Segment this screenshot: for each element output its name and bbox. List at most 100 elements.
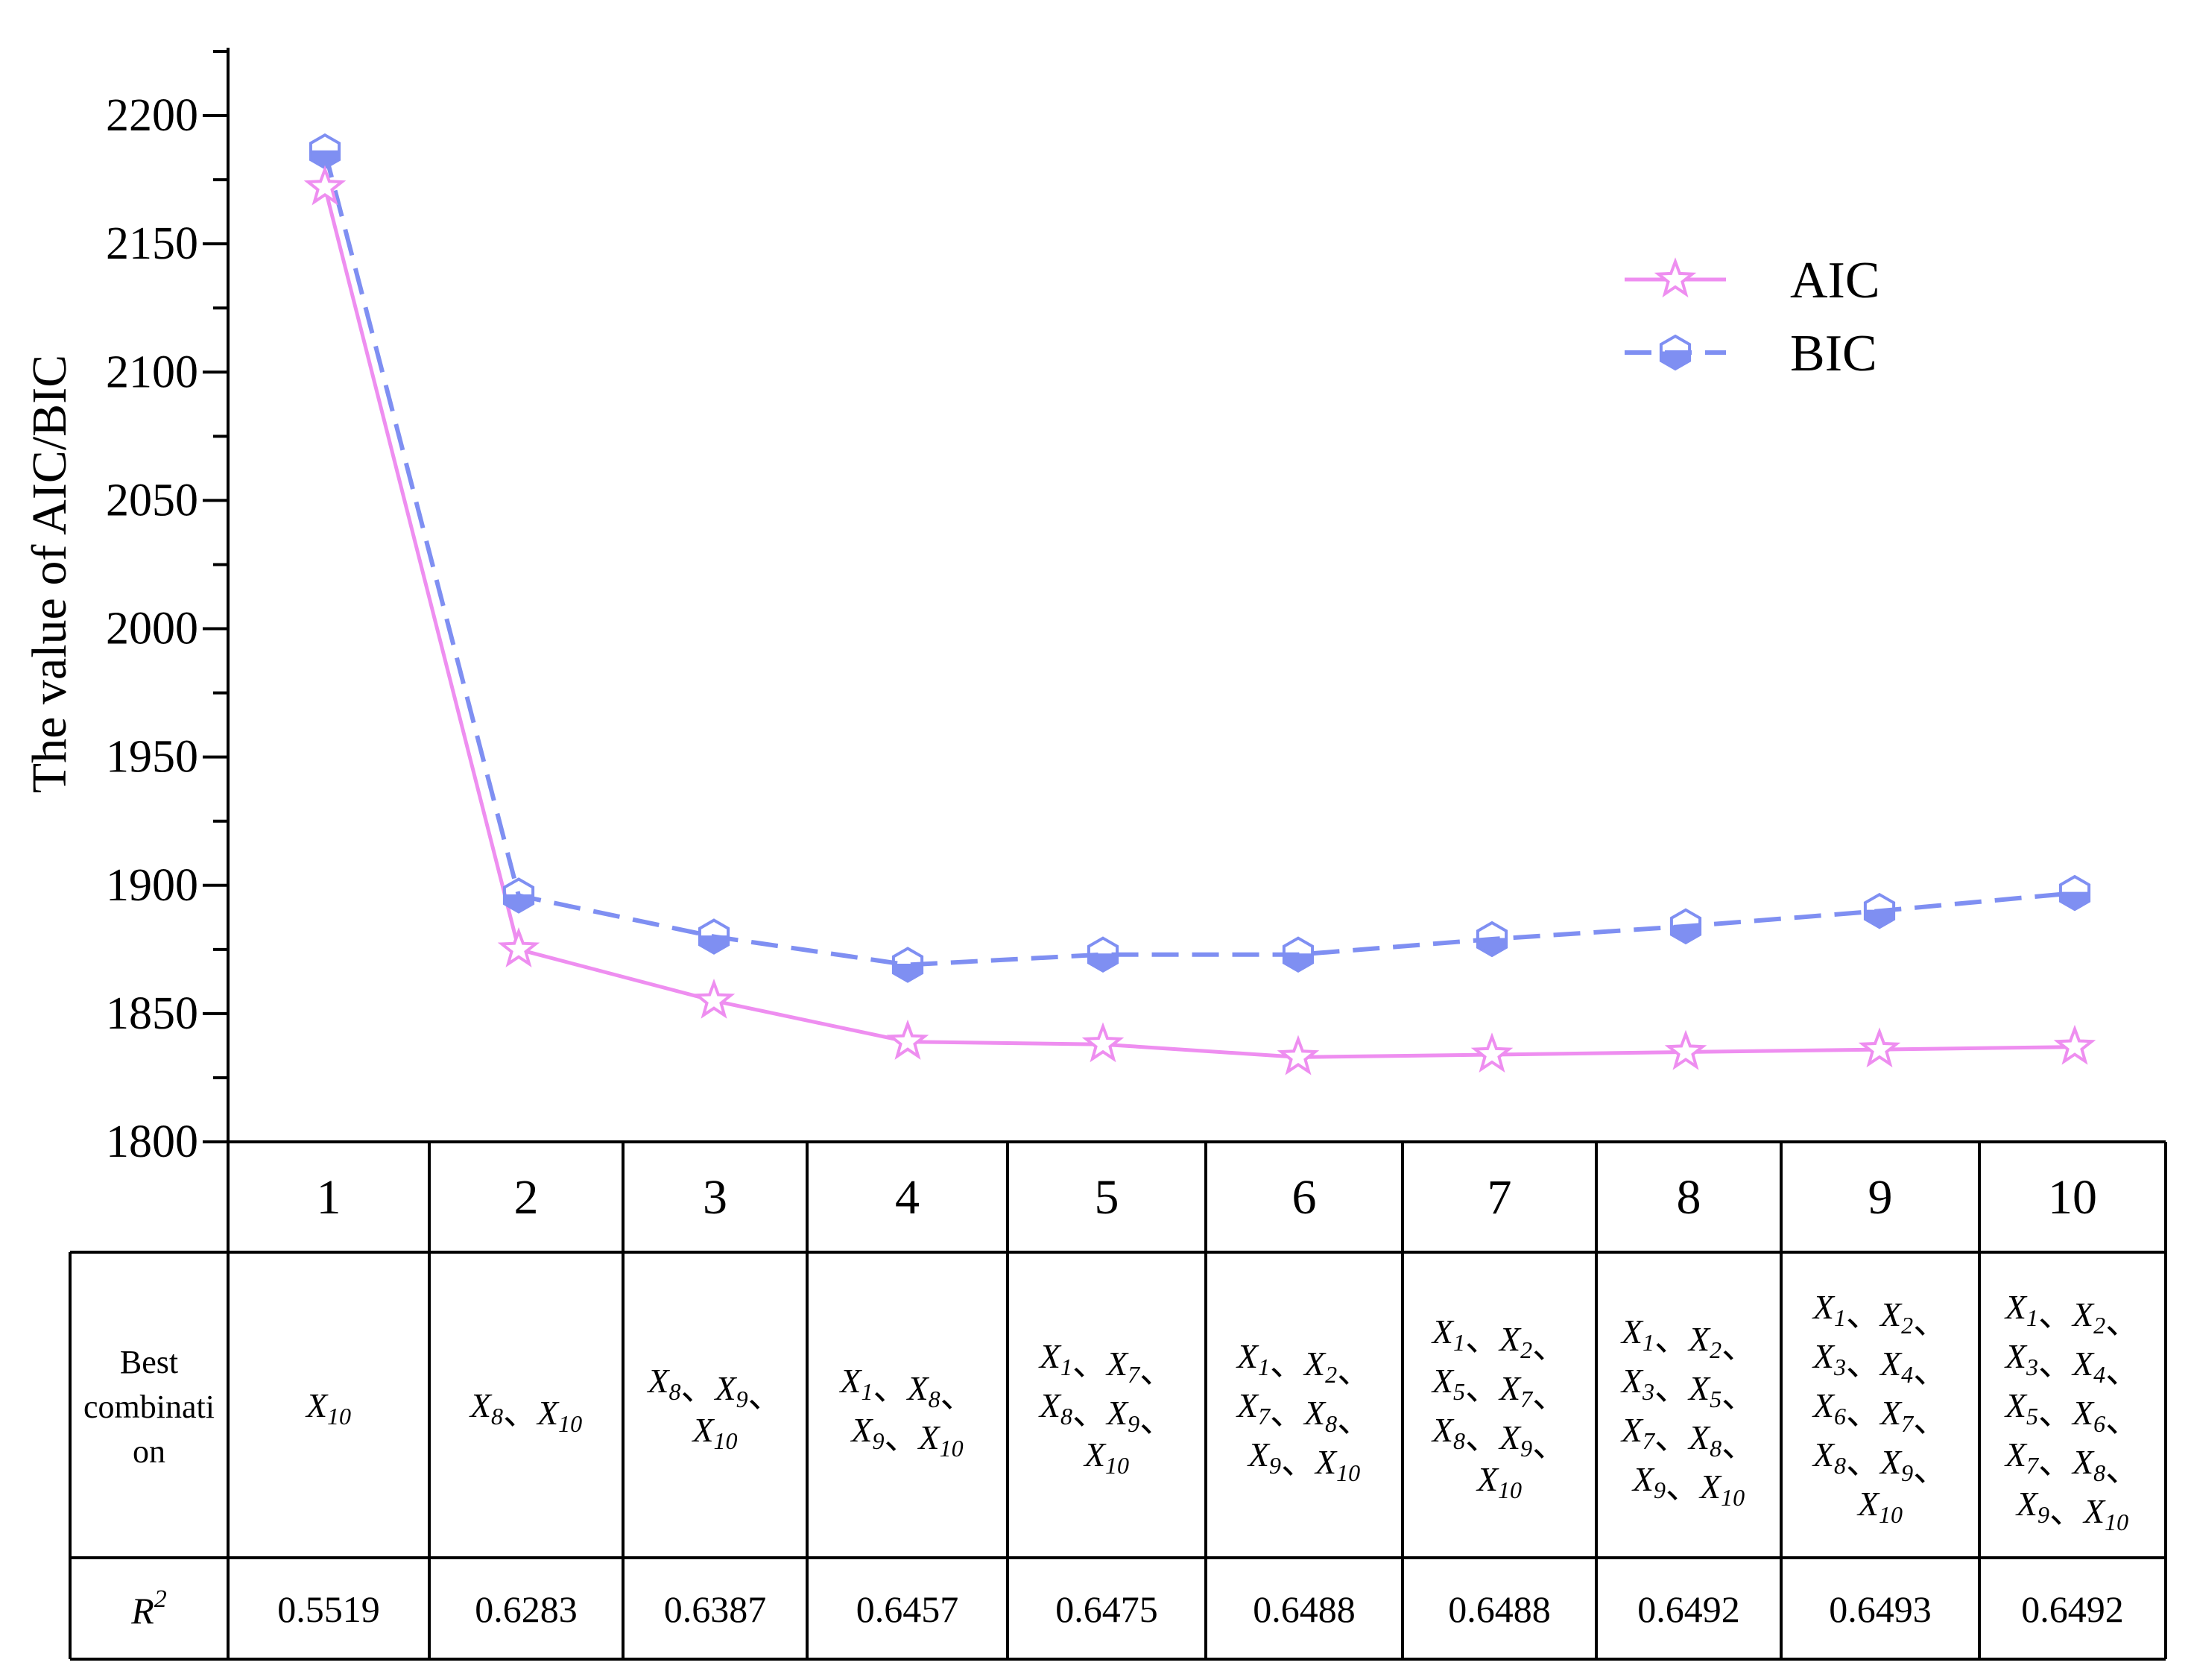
combination-cell-line: X8、X9、 — [1038, 1386, 1174, 1439]
combination-cell-line: X1、X2、 — [1812, 1288, 1947, 1341]
legend-aic-marker — [1654, 257, 1697, 298]
bic-point-fill — [1477, 939, 1507, 956]
legend: AIC BIC — [1625, 252, 1880, 382]
y-axis: 1800 1850 1900 1950 2000 2050 2100 2150 2200 — [106, 48, 230, 1167]
x-category-label: 9 — [1868, 1170, 1893, 1225]
aic-point — [1277, 1035, 1320, 1076]
combination-cell-line: X1、X2、 — [1620, 1313, 1756, 1365]
y-tick-label: 2100 — [106, 347, 198, 397]
y-tick-label: 1950 — [106, 732, 198, 783]
y-tick-label: 2000 — [106, 604, 198, 654]
r2-value: 0.6492 — [2021, 1588, 2124, 1630]
r2-value: 0.6475 — [1055, 1588, 1158, 1630]
bic-point — [2058, 874, 2091, 912]
r2-value: 0.6488 — [1448, 1588, 1551, 1630]
combination-cell-line: X5、X7、 — [1431, 1362, 1566, 1415]
r2-value: 0.6488 — [1253, 1588, 1356, 1630]
combination-cell-line: X10 — [1083, 1436, 1129, 1479]
bic-point — [1476, 920, 1508, 958]
combination-table: 1 2 3 4 5 6 7 8 9 10 Best combinati on R2 X10 X8、X10 X8、… — [83, 1170, 2140, 1632]
x-category-label: 1 — [317, 1170, 341, 1225]
combination-cell-line: X8、X9、 — [1431, 1411, 1566, 1464]
bic-point — [1669, 908, 1702, 945]
x-category-label: 2 — [514, 1170, 539, 1225]
bic-point — [309, 133, 341, 170]
combination-cell-line: X7、X8、 — [2004, 1436, 2140, 1488]
bic-point — [1087, 936, 1119, 973]
combination-cell-line: X10 — [1856, 1485, 1903, 1528]
y-tick-label: 1900 — [106, 860, 198, 911]
aic-point — [2053, 1024, 2096, 1065]
bic-point — [1282, 936, 1315, 973]
combination-cell-line: X8、X10 — [469, 1386, 582, 1437]
bic-point-outline — [1669, 908, 1702, 945]
combination-cell-line: X8、X9、 — [646, 1362, 782, 1415]
combination-cell-line: X9、X10 — [2015, 1485, 2128, 1535]
combination-cell-line: X9、X10 — [850, 1411, 963, 1462]
x-category-label: 8 — [1677, 1170, 1701, 1225]
legend-bic-marker-fill — [1660, 353, 1690, 369]
aic-point — [497, 927, 540, 967]
combo-row-header: on — [133, 1433, 165, 1470]
combination-cell-line: X10 — [1476, 1460, 1522, 1503]
combination-cell-line: X1、X8、 — [838, 1362, 974, 1415]
bic-series-line — [323, 151, 2075, 967]
y-axis-label: The value of AIC/BIC — [22, 355, 77, 793]
legend-aic-label: AIC — [1790, 252, 1880, 309]
bic-point-fill — [893, 964, 923, 982]
combination-cell-line: X10 — [305, 1386, 351, 1430]
bic-point — [891, 947, 924, 983]
combination-cell-line: X9、X10 — [1247, 1436, 1360, 1486]
bic-point — [502, 877, 535, 914]
aic-point — [303, 165, 347, 206]
combination-cell-line: X9、X10 — [1631, 1460, 1745, 1511]
combination-cell-line: X1、X7、 — [1038, 1337, 1174, 1390]
y-tick-label: 2200 — [106, 90, 198, 141]
combination-cell-line: X5、X6、 — [2004, 1386, 2140, 1439]
combination-cell-line: X1、X2、 — [2004, 1288, 2140, 1341]
combo-row-header: combinati — [83, 1389, 215, 1425]
legend-bic-marker — [1659, 334, 1692, 371]
x-category-label: 6 — [1292, 1170, 1317, 1225]
combination-cell-line: X6、X7、 — [1812, 1386, 1947, 1439]
combination-cell-line: X1、X2、 — [1431, 1313, 1566, 1365]
combination-cell-line: X3、X4、 — [2004, 1337, 2140, 1390]
combination-cell-line: X1、X2、 — [1236, 1337, 1371, 1390]
r2-value: 0.6283 — [475, 1588, 578, 1630]
bic-point-outline — [1282, 936, 1315, 973]
bic-point-outline — [1476, 920, 1508, 958]
combination-cell-line: X3、X5、 — [1620, 1362, 1756, 1415]
r2-value: 0.5519 — [277, 1588, 380, 1630]
bic-point-outline — [698, 918, 730, 955]
x-category-label: 4 — [895, 1170, 920, 1225]
y-tick-label: 2150 — [106, 218, 198, 269]
legend-bic-marker-outline — [1659, 334, 1692, 371]
bic-point-outline — [1863, 892, 1896, 929]
r2-value: 0.6387 — [664, 1588, 767, 1630]
combination-cell-line: X7、X8、 — [1236, 1386, 1371, 1439]
legend-bic-label: BIC — [1790, 325, 1877, 382]
bic-point-outline — [1087, 936, 1119, 973]
y-tick-label: 2050 — [106, 475, 198, 525]
bic-point-fill — [2060, 893, 2090, 910]
aic-point — [692, 978, 736, 1019]
bic-point-fill — [1283, 954, 1313, 971]
x-category-label: 7 — [1487, 1170, 1512, 1225]
x-category-label: 3 — [703, 1170, 727, 1225]
y-tick-label: 1800 — [106, 1117, 198, 1167]
bic-point-fill — [1865, 911, 1894, 928]
aic-series-line — [323, 186, 2075, 1059]
r2-value: 0.6493 — [1829, 1588, 1932, 1630]
combination-cell-line: X8、X9、 — [1812, 1436, 1947, 1488]
plot-area — [303, 133, 2096, 1076]
bic-point-fill — [1088, 954, 1118, 971]
y-tick-label: 1850 — [106, 988, 198, 1039]
aic-point — [1470, 1032, 1514, 1073]
aic-point — [886, 1019, 929, 1060]
x-category-label: 10 — [2048, 1170, 2097, 1225]
combination-cell-line: X7、X8、 — [1620, 1411, 1756, 1464]
combination-cell-line: X10 — [691, 1411, 737, 1454]
bic-point-fill — [699, 936, 729, 953]
r2-row-header: R2 — [130, 1585, 167, 1632]
